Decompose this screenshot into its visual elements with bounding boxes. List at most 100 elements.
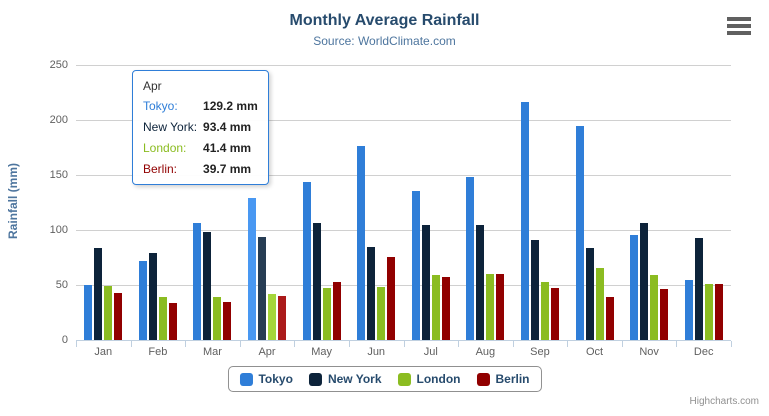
column-bar-new-york-sep[interactable] <box>530 239 539 340</box>
column-bar-berlin-mar[interactable] <box>223 302 232 340</box>
x-axis-label: Apr <box>258 346 276 358</box>
y-axis-label: 50 <box>55 279 68 291</box>
column-bar-new-york-jan[interactable] <box>94 248 103 340</box>
x-axis-tick <box>512 341 514 347</box>
gridline <box>76 230 731 231</box>
x-axis-label: Sep <box>530 346 550 358</box>
gridline <box>76 175 731 176</box>
x-axis-label: Mar <box>202 346 222 358</box>
chart-title: Monthly Average Rainfall <box>289 12 480 29</box>
tooltip-series-label: London: <box>143 141 187 155</box>
column-bar-berlin-may[interactable] <box>332 282 341 340</box>
x-axis-label: Oct <box>585 346 604 358</box>
column-bar-tokyo-jul[interactable] <box>411 190 420 340</box>
tooltip-series-value: 41.4 mm <box>203 141 252 155</box>
x-axis-tick <box>731 341 732 347</box>
x-axis-label: Jan <box>94 346 113 358</box>
column-bar-berlin-oct[interactable] <box>605 296 614 340</box>
column-bar-tokyo-may[interactable] <box>302 181 311 340</box>
gridline <box>76 65 731 66</box>
gridline <box>76 120 731 121</box>
column-bar-tokyo-sep[interactable] <box>520 101 529 340</box>
x-axis-label: Dec <box>693 346 714 358</box>
column-bar-berlin-jan[interactable] <box>114 293 123 340</box>
column-bar-berlin-sep[interactable] <box>550 287 559 340</box>
column-bar-new-york-oct[interactable] <box>585 248 594 340</box>
column-bar-new-york-may[interactable] <box>312 223 321 340</box>
column-bar-new-york-nov[interactable] <box>640 222 649 340</box>
column-bar-tokyo-oct[interactable] <box>575 126 584 340</box>
column-bar-new-york-aug[interactable] <box>476 225 485 340</box>
column-bar-new-york-jul[interactable] <box>421 224 430 340</box>
x-axis-label: Jul <box>423 346 438 358</box>
column-bar-tokyo-aug[interactable] <box>466 176 475 340</box>
credits-link[interactable]: Highcharts.com <box>689 396 759 407</box>
column-bar-london-feb[interactable] <box>158 297 167 340</box>
x-axis-tick <box>621 341 623 347</box>
x-axis-tick <box>130 341 132 347</box>
column-bar-new-york-dec[interactable] <box>694 238 703 340</box>
column-bar-berlin-aug[interactable] <box>496 273 505 340</box>
legend-label: Berlin <box>495 372 530 386</box>
tooltip-header: Apr <box>143 79 162 93</box>
column-bar-london-jun[interactable] <box>377 286 386 340</box>
y-axis-title: Rainfall (mm) <box>6 163 20 240</box>
column-bar-london-jan[interactable] <box>104 286 113 340</box>
column-bar-berlin-apr[interactable] <box>278 296 287 340</box>
column-bar-berlin-jun[interactable] <box>387 256 396 340</box>
legend-item-berlin[interactable]: Berlin <box>476 372 530 386</box>
column-bar-new-york-jun[interactable] <box>367 247 376 340</box>
legend-label: London <box>416 372 461 386</box>
tooltip-series-label: Tokyo: <box>143 99 178 113</box>
column-bar-london-sep[interactable] <box>540 282 549 340</box>
column-bar-london-oct[interactable] <box>595 268 604 340</box>
hamburger-icon <box>727 17 751 21</box>
legend-swatch-berlin <box>476 372 490 386</box>
x-axis-tick <box>294 341 296 347</box>
column-bar-berlin-dec[interactable] <box>714 283 723 340</box>
x-axis-tick <box>403 341 405 347</box>
column-bar-london-may[interactable] <box>322 288 331 340</box>
x-axis-label: May <box>311 346 332 358</box>
column-bar-tokyo-apr[interactable] <box>248 197 257 340</box>
column-bar-berlin-nov[interactable] <box>660 288 669 340</box>
column-bar-tokyo-jun[interactable] <box>357 146 366 340</box>
column-bar-london-jul[interactable] <box>431 275 440 340</box>
tooltip-rows: Tokyo: 129.2 mm New York: 93.4 mm London… <box>143 99 258 176</box>
column-bar-berlin-jul[interactable] <box>441 276 450 340</box>
column-bar-new-york-apr[interactable] <box>258 237 267 340</box>
tooltip-series-value: 93.4 mm <box>203 120 252 134</box>
column-bar-tokyo-nov[interactable] <box>630 234 639 340</box>
legend-label: New York <box>327 372 382 386</box>
x-axis-tick <box>676 341 678 347</box>
legend-item-new-york[interactable]: New York <box>308 372 382 386</box>
tooltip-series-value: 39.7 mm <box>203 162 252 176</box>
column-bar-tokyo-feb[interactable] <box>138 261 147 340</box>
column-bar-london-nov[interactable] <box>650 274 659 340</box>
column-bar-london-mar[interactable] <box>213 296 222 340</box>
column-bar-berlin-feb[interactable] <box>168 303 177 340</box>
column-bar-tokyo-jan[interactable] <box>84 285 93 340</box>
tooltip: Apr Tokyo: 129.2 mm New York: 93.4 mm Lo… <box>132 70 269 185</box>
column-bar-new-york-mar[interactable] <box>203 231 212 340</box>
column-bar-tokyo-dec[interactable] <box>684 280 693 340</box>
legend-swatch-tokyo <box>239 372 253 386</box>
legend-item-london[interactable]: London <box>397 372 461 386</box>
x-axis-line <box>76 340 731 341</box>
legend: Tokyo New York London Berlin <box>227 366 542 392</box>
column-bar-london-dec[interactable] <box>704 283 713 340</box>
column-bar-tokyo-mar[interactable] <box>193 222 202 340</box>
x-axis-tick <box>567 341 569 347</box>
legend-item-tokyo[interactable]: Tokyo <box>239 372 293 386</box>
column-bar-new-york-feb[interactable] <box>148 253 157 340</box>
column-bar-london-aug[interactable] <box>486 274 495 340</box>
y-axis-label: 250 <box>49 59 68 71</box>
legend-swatch-new-york <box>308 372 322 386</box>
tooltip-series-label: Berlin: <box>143 162 178 176</box>
export-menu-button[interactable] <box>727 17 751 35</box>
x-axis-label: Aug <box>475 346 496 358</box>
hamburger-icon <box>727 31 751 35</box>
column-bar-london-apr[interactable] <box>268 294 277 340</box>
x-axis-tick <box>76 341 77 347</box>
